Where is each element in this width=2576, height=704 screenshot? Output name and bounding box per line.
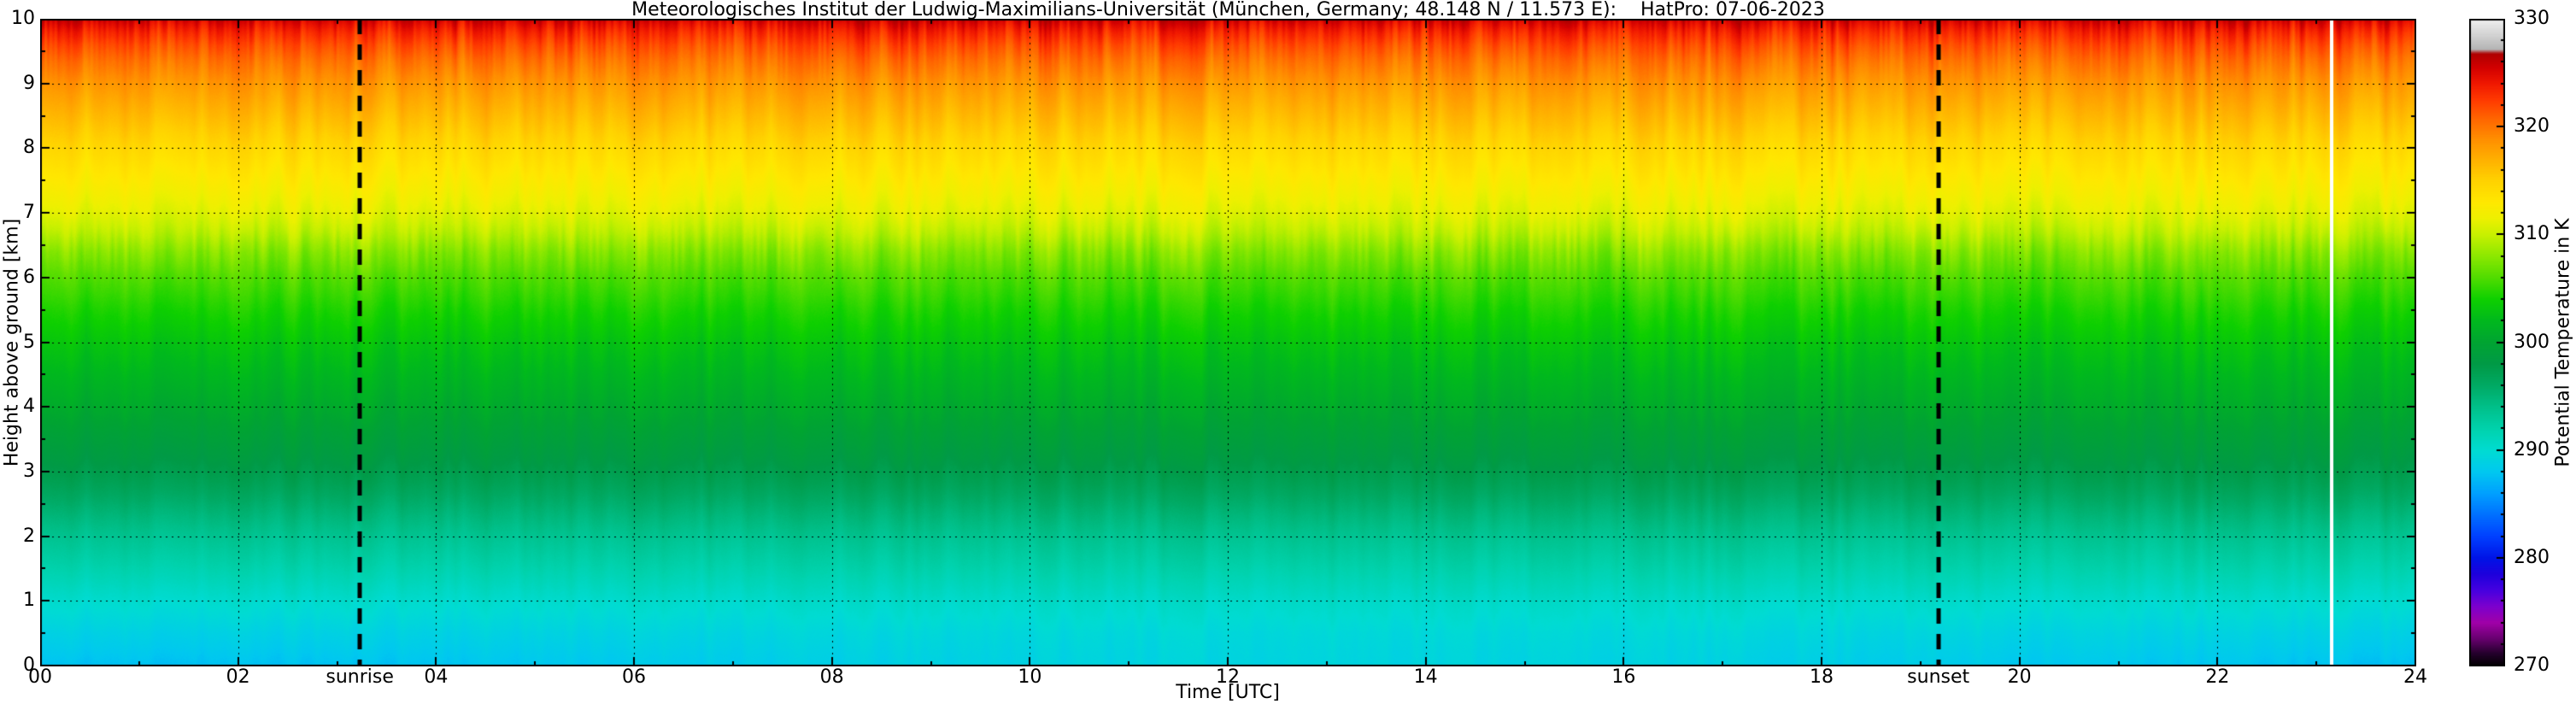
colorbar-tick-label: 290: [2514, 438, 2550, 461]
y-tick-label: 6: [23, 266, 35, 288]
heatmap-canvas: [40, 19, 2416, 666]
x-tick-label: 02: [226, 666, 250, 688]
y-tick-label: 3: [23, 460, 35, 482]
colorbar-tick-label: 330: [2514, 8, 2550, 29]
x-tick-label: 04: [424, 666, 449, 688]
sunset-label: sunset: [1907, 666, 1970, 688]
colorbar-title: Potential Temperature in K: [2552, 218, 2574, 467]
x-tick-label: 16: [1611, 666, 1636, 688]
colorbar-tick-label: 270: [2514, 654, 2550, 676]
x-tick-label: 00: [28, 666, 52, 688]
y-tick-label: 4: [23, 396, 35, 418]
x-axis-title: Time [UTC]: [1176, 682, 1280, 703]
colorbar-tick-label: 320: [2514, 115, 2550, 138]
x-tick-label: 22: [2205, 666, 2230, 688]
colorbar-canvas: [2469, 19, 2505, 666]
x-tick-label: 10: [1018, 666, 1042, 688]
x-tick-label: 06: [622, 666, 646, 688]
x-tick-label: 18: [1810, 666, 1834, 688]
y-tick-label: 7: [23, 202, 35, 224]
y-tick-label: 10: [11, 8, 35, 29]
colorbar-tick-label: 280: [2514, 546, 2550, 568]
y-tick-label: 5: [23, 331, 35, 353]
sunrise-label: sunrise: [326, 666, 394, 688]
x-tick-label: 20: [2007, 666, 2032, 688]
y-tick-label: 0: [23, 654, 35, 676]
y-tick-label: 8: [23, 137, 35, 159]
y-tick-label: 2: [23, 525, 35, 547]
x-tick-label: 14: [1413, 666, 1438, 688]
y-tick-label: 9: [23, 72, 35, 94]
colorbar-tick-label: 300: [2514, 331, 2550, 353]
y-tick-label: 1: [23, 590, 35, 612]
colorbar-tick-label: 310: [2514, 223, 2550, 245]
chart-title: Meteorologisches Institut der Ludwig-Max…: [631, 0, 1825, 21]
x-tick-label: 24: [2403, 666, 2427, 688]
x-tick-label: 12: [1216, 666, 1240, 688]
x-tick-label: 08: [819, 666, 844, 688]
